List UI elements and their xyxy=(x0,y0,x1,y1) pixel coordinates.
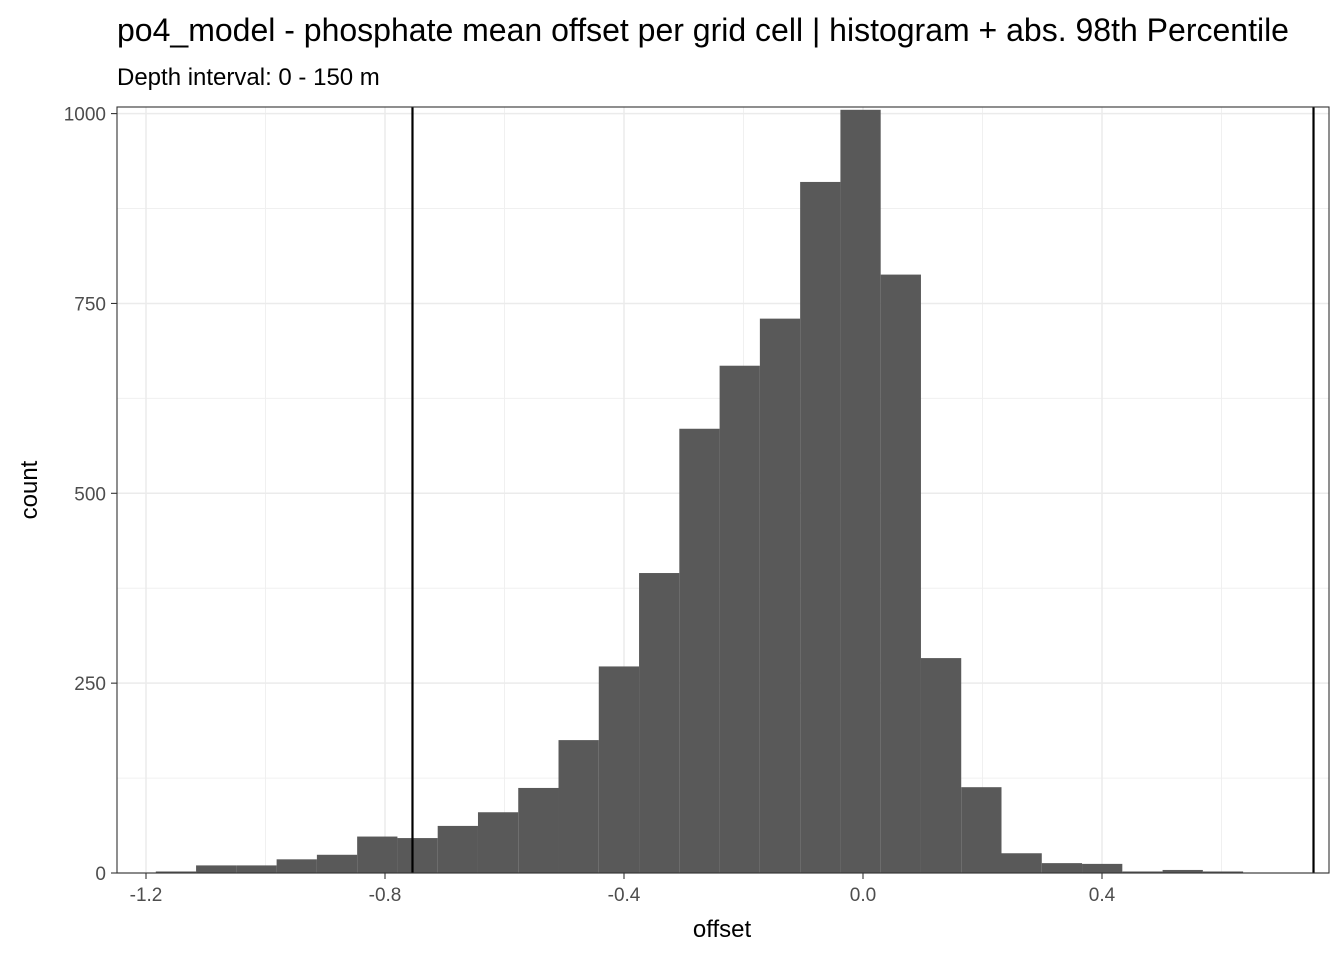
x-tick-label: -0.8 xyxy=(369,885,402,906)
x-axis-title: offset xyxy=(693,916,752,943)
histogram-bar xyxy=(840,109,881,874)
histogram-bars xyxy=(155,109,1244,874)
x-tick-label: -1.2 xyxy=(130,885,163,906)
histogram-bar xyxy=(357,836,398,873)
y-axis: 0 250 500 750 1000 xyxy=(64,105,117,885)
x-tick-label: -0.4 xyxy=(608,885,641,906)
histogram-bar xyxy=(880,274,921,874)
histogram-bar xyxy=(196,865,237,873)
chart-subtitle: Depth interval: 0 - 150 m xyxy=(117,64,380,91)
x-tick-label: 0.4 xyxy=(1089,885,1116,906)
panel-border xyxy=(116,106,1330,874)
y-tick-label: 1000 xyxy=(64,105,106,126)
histogram-bar xyxy=(639,573,680,873)
histogram-bar xyxy=(477,812,519,873)
y-tick-label: 250 xyxy=(74,674,106,695)
x-tick-label: 0.0 xyxy=(850,885,876,906)
histogram-bar xyxy=(437,825,478,873)
y-tick-label: 0 xyxy=(95,864,106,885)
y-axis-title: count xyxy=(16,460,43,519)
percentile-lines xyxy=(411,107,1315,873)
histogram-bar xyxy=(1082,863,1123,873)
histogram-bar xyxy=(961,787,1002,873)
histogram-bar xyxy=(800,181,841,874)
histogram-bar xyxy=(679,428,720,873)
histogram-bar xyxy=(1162,869,1203,873)
histogram-bar xyxy=(759,318,801,873)
histogram-bar xyxy=(920,658,962,873)
histogram-bar xyxy=(1202,871,1244,873)
y-tick-label: 500 xyxy=(74,484,106,505)
histogram-bar xyxy=(1001,853,1042,873)
chart-title: po4_model - phosphate mean offset per gr… xyxy=(117,12,1289,48)
histogram-bar xyxy=(316,854,358,873)
x-axis: -1.2 -0.8 -0.4 0.0 0.4 xyxy=(130,873,1116,906)
histogram-bar xyxy=(598,666,640,873)
histogram-bar xyxy=(719,365,760,873)
histogram-bar xyxy=(397,838,438,873)
histogram-bar xyxy=(155,871,197,873)
histogram-bar xyxy=(276,859,317,873)
histogram-bar xyxy=(1122,871,1163,873)
y-tick-label: 750 xyxy=(74,294,106,315)
histogram-bar xyxy=(1041,863,1083,873)
histogram-bar xyxy=(558,740,599,873)
histogram-bar xyxy=(236,865,277,873)
histogram-bar xyxy=(518,787,559,873)
